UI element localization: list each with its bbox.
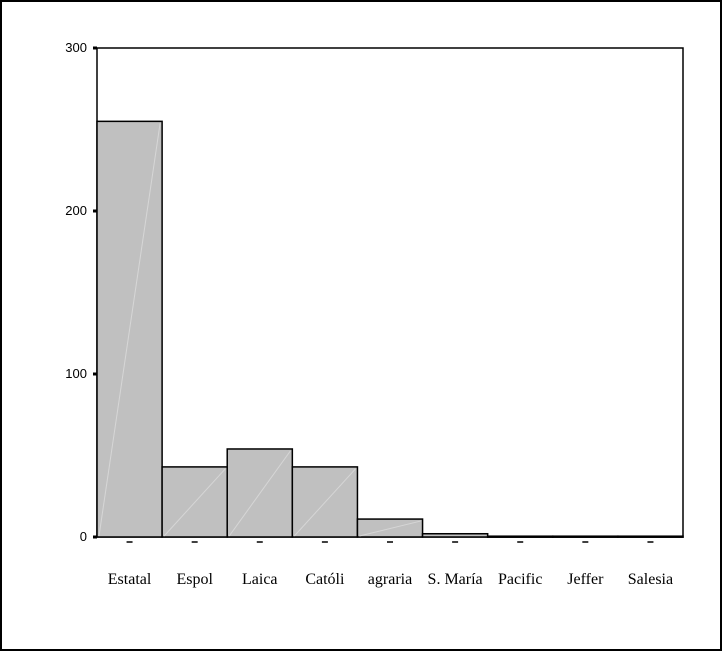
x-tick-label: Pacific (498, 571, 542, 588)
x-tick-label: Laica (242, 571, 278, 588)
y-tick-label: 200 (65, 203, 87, 218)
plot-area (96, 47, 684, 538)
bar-highlight (228, 450, 291, 537)
bar-s-mar-a (421, 532, 489, 538)
x-tick-label: Salesia (628, 571, 673, 588)
x-tick-label: Espol (176, 571, 213, 588)
x-tick-label: Católi (305, 571, 345, 588)
x-tick-label: S. María (428, 571, 483, 588)
bar-salesia (617, 535, 684, 538)
x-tick-label: Estatal (108, 571, 152, 588)
y-tick-label: 0 (80, 529, 87, 544)
bar-highlight (98, 123, 161, 537)
x-tick-label: Jeffer (567, 571, 604, 588)
bar-highlight (163, 468, 226, 537)
plot-border (96, 47, 684, 538)
y-axis: 0 100 200 300 (65, 40, 97, 544)
bar-highlight (359, 520, 421, 537)
x-tick-label: agraria (368, 571, 412, 588)
y-tick-label: 100 (65, 366, 87, 381)
bar-pacific (486, 535, 554, 538)
bars (96, 120, 684, 538)
x-axis: Estatal Espol Laica Católi agraria S. María Pa… (108, 541, 673, 588)
bar-jeffer (552, 535, 619, 538)
bar-highlight (293, 468, 356, 537)
y-tick-label: 300 (65, 40, 87, 55)
